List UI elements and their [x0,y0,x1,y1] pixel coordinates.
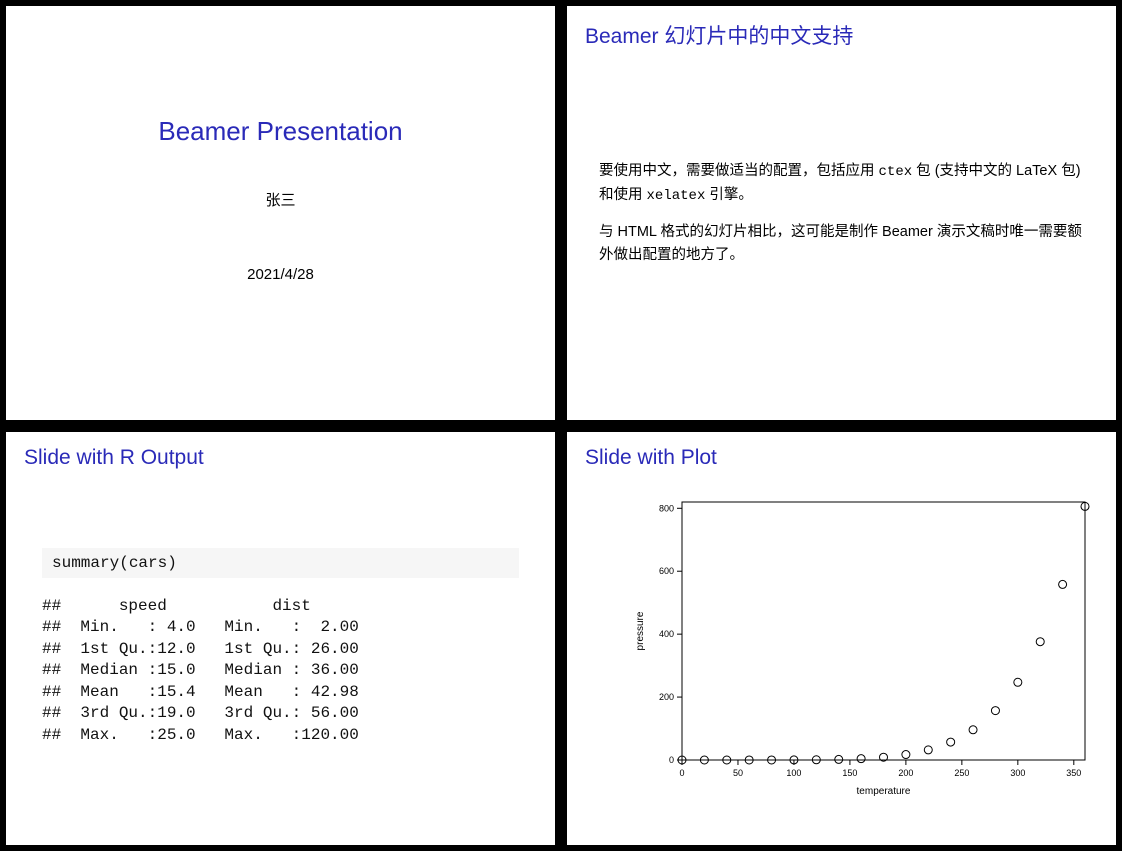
slide-grid: Beamer Presentation 张三 2021/4/28 Beamer … [0,0,1122,851]
svg-text:150: 150 [842,768,857,778]
svg-text:200: 200 [898,768,913,778]
plot-svg: 0 50 100 150 200 250 300 350 0 200 400 600 800 temper… [627,492,1097,802]
slide-r-output: Slide with R Output summary(cars) ## spe… [6,432,555,846]
scatter-plot: 0 50 100 150 200 250 300 350 0 200 400 600 800 temper… [627,492,1096,818]
svg-text:50: 50 [733,768,743,778]
slide-chinese-support: Beamer 幻灯片中的中文支持 要使用中文，需要做适当的配置，包括应用 cte… [567,6,1116,420]
code-ctex: ctex [879,164,913,180]
slide-heading: Slide with Plot [585,446,1098,470]
author: 张三 [265,189,295,210]
svg-text:0: 0 [669,755,674,765]
code-xelatex: xelatex [647,188,706,204]
svg-text:200: 200 [659,692,674,702]
svg-text:temperature: temperature [857,786,911,797]
slide-title: Beamer Presentation 张三 2021/4/28 [6,6,555,420]
svg-text:pressure: pressure [635,611,646,650]
svg-text:250: 250 [954,768,969,778]
svg-text:600: 600 [659,566,674,576]
slide-heading: Slide with R Output [24,446,537,470]
svg-text:100: 100 [786,768,801,778]
svg-text:0: 0 [679,768,684,778]
svg-text:800: 800 [659,503,674,513]
r-console-output: ## speed dist ## Min. : 4.0 Min. : 2.00 … [24,596,537,747]
slide-plot: Slide with Plot 0 50 100 150 200 250 300 350 0 20… [567,432,1116,846]
date: 2021/4/28 [247,266,314,283]
slide-heading: Beamer 幻灯片中的中文支持 [585,20,1098,50]
slide-body: 要使用中文，需要做适当的配置，包括应用 ctex 包 (支持中文的 LaTeX … [585,160,1098,266]
r-code: summary(cars) [42,548,519,578]
svg-text:300: 300 [1010,768,1025,778]
svg-text:400: 400 [659,629,674,639]
paragraph-1: 要使用中文，需要做适当的配置，包括应用 ctex 包 (支持中文的 LaTeX … [599,160,1084,207]
presentation-title: Beamer Presentation [158,116,402,147]
paragraph-2: 与 HTML 格式的幻灯片相比，这可能是制作 Beamer 演示文稿时唯一需要额… [599,221,1084,266]
svg-text:350: 350 [1066,768,1081,778]
